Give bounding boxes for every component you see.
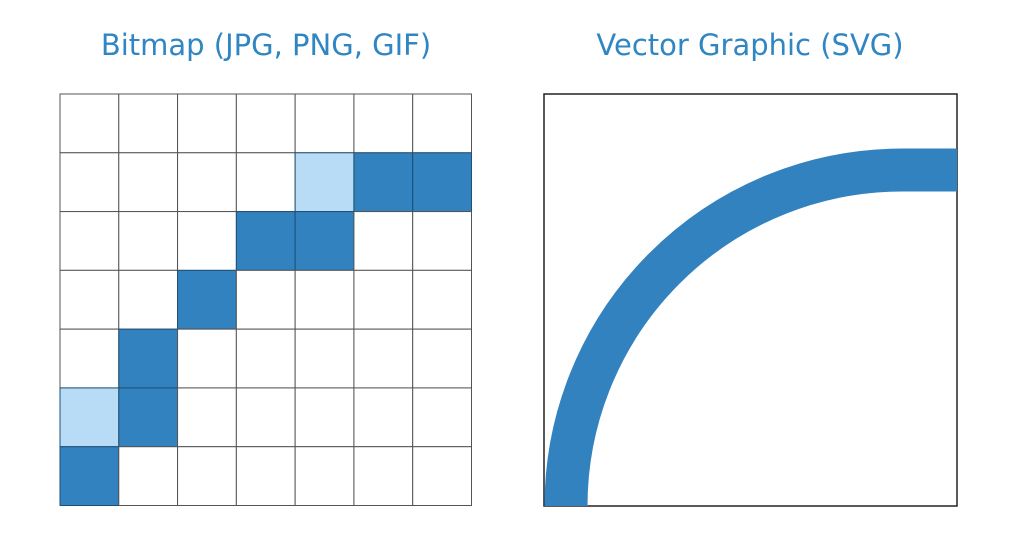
pixel-cell (294, 269, 355, 330)
pixel-cell (412, 152, 473, 213)
pixel-cell (118, 93, 179, 154)
pixel-cell (118, 152, 179, 213)
pixel-cell (177, 93, 237, 154)
pixel-cell (235, 387, 296, 448)
pixel-cell (118, 269, 179, 330)
pixel-cell (177, 211, 237, 271)
pixel-cell (59, 93, 120, 154)
pixel-cell (235, 446, 296, 507)
pixel-cell (59, 269, 120, 330)
pixel-cell (412, 269, 473, 330)
pixel-cell (59, 446, 120, 507)
pixel-cell (412, 211, 473, 271)
pixel-cell (235, 211, 296, 271)
pixel-cell (412, 446, 473, 507)
pixel-cell (353, 446, 414, 507)
pixel-cell (59, 211, 120, 271)
pixel-cell (118, 387, 179, 448)
pixel-cell (118, 211, 179, 271)
pixel-cell (235, 152, 296, 213)
pixel-cell (294, 387, 355, 448)
pixel-cell (177, 152, 237, 213)
pixel-cell (177, 446, 237, 507)
pixel-cell (294, 446, 355, 507)
pixel-cell (177, 387, 237, 448)
pixel-cell (118, 446, 179, 507)
pixel-cell (294, 152, 355, 213)
pixel-cell (353, 387, 414, 448)
pixel-cell (177, 328, 237, 389)
pixel-cell (294, 211, 355, 271)
pixel-cell (59, 328, 120, 389)
pixel-cell (353, 328, 414, 389)
vector-arc (544, 148, 957, 506)
pixel-cell (353, 211, 414, 271)
pixel-cell (353, 269, 414, 330)
pixel-cell (294, 93, 355, 154)
bitmap-title: Bitmap (JPG, PNG, GIF) (101, 28, 431, 62)
pixel-cell (412, 387, 473, 448)
pixel-cell (59, 152, 120, 213)
pixel-cell (353, 152, 414, 213)
pixel-cell (412, 93, 473, 154)
pixel-cell (59, 387, 120, 448)
vector-title: Vector Graphic (SVG) (596, 28, 903, 62)
pixel-cell (235, 269, 296, 330)
pixel-cell (118, 328, 179, 389)
bitmap-grid (59, 93, 473, 507)
vector-panel (543, 93, 958, 507)
pixel-cell (353, 93, 414, 154)
pixel-cell (177, 269, 237, 330)
pixel-cell (412, 328, 473, 389)
pixel-cell (294, 328, 355, 389)
pixel-cell (235, 93, 296, 154)
pixel-cell (235, 328, 296, 389)
